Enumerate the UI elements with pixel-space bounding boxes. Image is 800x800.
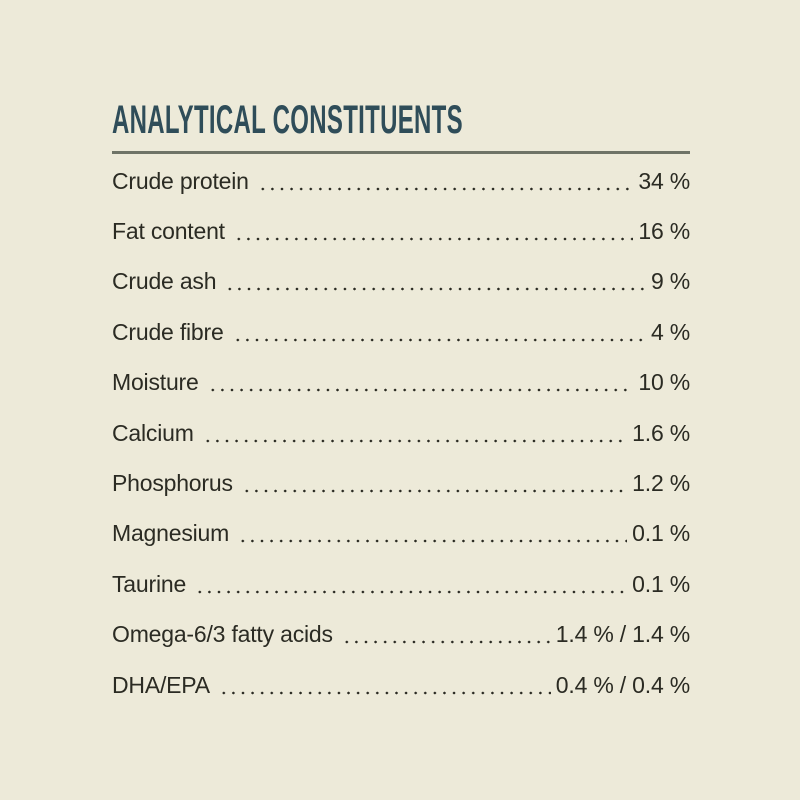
dot-leader [241,472,628,496]
section-title: ANALYTICAL CONSTITUENTS [112,98,463,142]
constituent-label: Crude fibre [112,318,224,345]
dot-leader [233,220,634,244]
product-label-panel: ANALYTICAL CONSTITUENTS Crude protein 34… [112,0,690,710]
constituent-label: Crude protein [112,167,249,194]
title-divider [112,151,690,154]
constituent-value: 0.1 % [632,570,690,597]
dot-leader [225,270,646,294]
constituent-value: 16 % [638,218,690,245]
constituent-row: DHA/EPA 0.4 % / 0.4 % [112,660,690,710]
constituent-value: 34 % [638,167,690,194]
constituent-row: Phosphorus 1.2 % [112,458,690,508]
constituent-label: Crude ash [112,268,217,295]
constituent-label: Calcium [112,419,194,446]
constituent-row: Crude protein 34 % [112,156,690,206]
dot-leader [218,673,551,697]
constituent-label: Taurine [112,570,187,597]
constituent-label: Phosphorus [112,470,233,497]
dot-leader [195,572,628,596]
constituent-row: Crude ash 9 % [112,257,690,307]
constituent-row: Crude fibre 4 % [112,307,690,357]
dot-leader [232,320,646,344]
constituent-row: Taurine 0.1 % [112,559,690,609]
constituent-value: 1.2 % [632,470,690,497]
constituent-value: 1.4 % / 1.4 % [555,621,690,648]
constituent-row: Omega-6/3 fatty acids 1.4 % / 1.4 % [112,610,690,660]
constituent-label: DHA/EPA [112,671,210,698]
dot-leader [207,371,634,395]
constituent-label: Fat content [112,218,225,245]
constituent-row: Calcium 1.6 % [112,408,690,458]
dot-leader [341,623,551,647]
constituent-value: 0.4 % / 0.4 % [555,671,690,698]
constituent-label: Moisture [112,369,199,396]
constituent-row: Moisture 10 % [112,358,690,408]
constituent-row: Magnesium 0.1 % [112,509,690,559]
dot-leader [238,522,628,546]
constituent-value: 1.6 % [632,419,690,446]
constituents-table: Crude protein 34 % Fat content 16 % Crud… [112,156,690,710]
constituent-label: Omega-6/3 fatty acids [112,621,333,648]
constituent-row: Fat content 16 % [112,206,690,256]
dot-leader [202,421,628,445]
dot-leader [257,169,634,193]
constituent-value: 10 % [638,369,690,396]
constituent-value: 4 % [650,318,690,345]
constituent-value: 0.1 % [632,520,690,547]
constituent-value: 9 % [650,268,690,295]
constituent-label: Magnesium [112,520,230,547]
